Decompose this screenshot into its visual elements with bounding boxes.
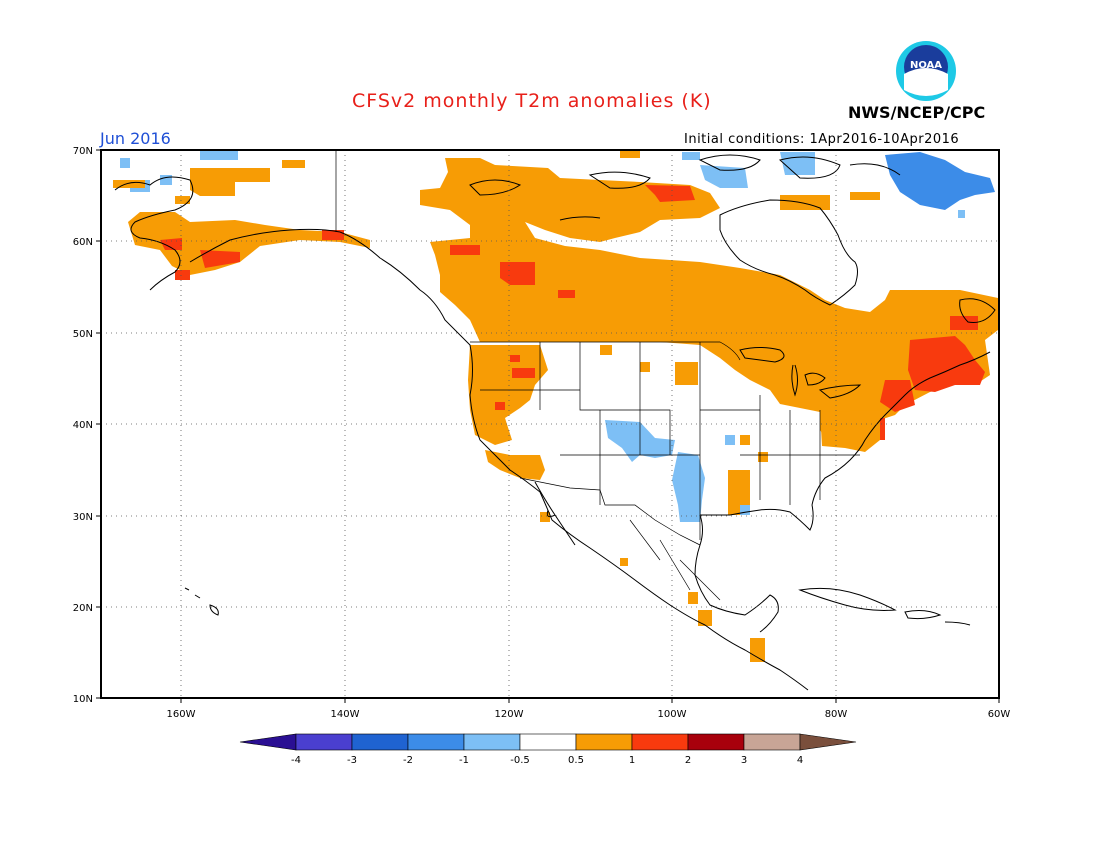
legend-label: 2: [685, 755, 691, 766]
hot-area-northeast: [868, 316, 985, 440]
warm-area-alaska: [190, 168, 270, 196]
lon-label: 100W: [658, 709, 687, 720]
legend-swatch: [631, 733, 689, 751]
legend-label: -3: [347, 755, 357, 766]
agency-label: NWS/NCEP/CPC: [848, 103, 986, 122]
legend-swatch: [743, 733, 801, 751]
arctic-islands: [469, 154, 901, 221]
noaa-logo: NOAA: [895, 40, 957, 102]
cool-area-arctic: [120, 150, 965, 218]
lat-label: 20N: [73, 603, 93, 614]
us-canada-border: [335, 150, 741, 361]
legend-arrow-high: [799, 733, 857, 751]
warm-area-mexico: [688, 592, 765, 662]
warm-area-plains: [600, 345, 750, 445]
warm-area-southwest: [485, 450, 628, 566]
coastlines: [114, 154, 996, 691]
hot-area-alaska: [160, 230, 344, 280]
chart-title: CFSv2 monthly T2m anomalies (K): [352, 90, 712, 112]
cool-area-plains: [672, 435, 750, 522]
lon-label: 140W: [331, 709, 360, 720]
warm-area-pacific-nw: [468, 345, 548, 445]
gulf-coast: [694, 504, 814, 633]
legend-swatch: [351, 733, 409, 751]
warm-area-gulf: [728, 470, 750, 515]
warm-area-canada: [420, 158, 998, 448]
lon-label: 60W: [988, 709, 1011, 720]
legend-label: 1: [629, 755, 635, 766]
legend-label: 3: [741, 755, 747, 766]
legend-label: -1: [459, 755, 469, 766]
legend-arrow-low: [239, 733, 297, 751]
warm-area-baffin: [282, 150, 880, 210]
pacific-coast: [339, 231, 809, 691]
latitude-labels: 70N 60N 50N 40N 30N 20N 10N: [73, 146, 93, 705]
legend-label: -4: [291, 755, 301, 766]
legend-swatch: [575, 733, 633, 751]
warm-area-midatlantic: [758, 410, 880, 462]
atlantic-coast: [811, 351, 991, 506]
lon-label: 80W: [825, 709, 848, 720]
hot-area-canada: [450, 185, 695, 298]
hot-area-pacific-nw: [495, 355, 535, 410]
hot-area-canada-east: [930, 345, 945, 360]
alaska-coast: [114, 176, 341, 291]
lat-label: 60N: [73, 237, 93, 248]
lon-label: 160W: [167, 709, 196, 720]
color-legend: -4 -3 -2 -1 -0.5 0.5 1 2 3 4: [239, 733, 857, 766]
baja: [534, 481, 576, 546]
initial-conditions: Initial conditions: 1Apr2016-10Apr2016: [684, 132, 960, 147]
legend-swatch: [687, 733, 745, 751]
lat-label: 10N: [73, 694, 93, 705]
axis-ticks: [96, 149, 1000, 703]
warm-area-alaska-south: [128, 212, 370, 275]
newfoundland: [959, 298, 996, 323]
state-lines: [480, 342, 860, 540]
legend-swatch: [463, 733, 521, 751]
lon-label: 120W: [495, 709, 524, 720]
us-mexico-border: [519, 477, 701, 546]
legend-swatch: [407, 733, 465, 751]
cuba: [798, 587, 897, 611]
hawaii: [184, 587, 219, 616]
hudson-bay: [719, 199, 858, 306]
legend-label: -0.5: [510, 755, 530, 766]
great-lakes: [739, 347, 862, 399]
legend-label: 0.5: [568, 755, 584, 766]
legend-swatch: [295, 733, 353, 751]
warm-area-aleutian: [113, 180, 190, 204]
logo-text: NOAA: [910, 60, 942, 71]
mexico-states: [629, 519, 721, 601]
lat-label: 40N: [73, 420, 93, 431]
lat-label: 30N: [73, 512, 93, 523]
political-borders: [335, 150, 860, 601]
noaa-logo-graphic: NOAA: [896, 41, 956, 101]
anomaly-field: [113, 150, 998, 662]
legend-label: -2: [403, 755, 413, 766]
caribbean: [904, 610, 971, 626]
legend-swatch: [519, 733, 577, 751]
cool-area-greenland: [885, 152, 995, 210]
legend-label: 4: [797, 755, 803, 766]
longitude-labels: 160W 140W 120W 100W 80W 60W: [167, 709, 1011, 720]
lat-label: 70N: [73, 146, 93, 157]
lat-label: 50N: [73, 329, 93, 340]
forecast-month: Jun 2016: [100, 129, 171, 148]
